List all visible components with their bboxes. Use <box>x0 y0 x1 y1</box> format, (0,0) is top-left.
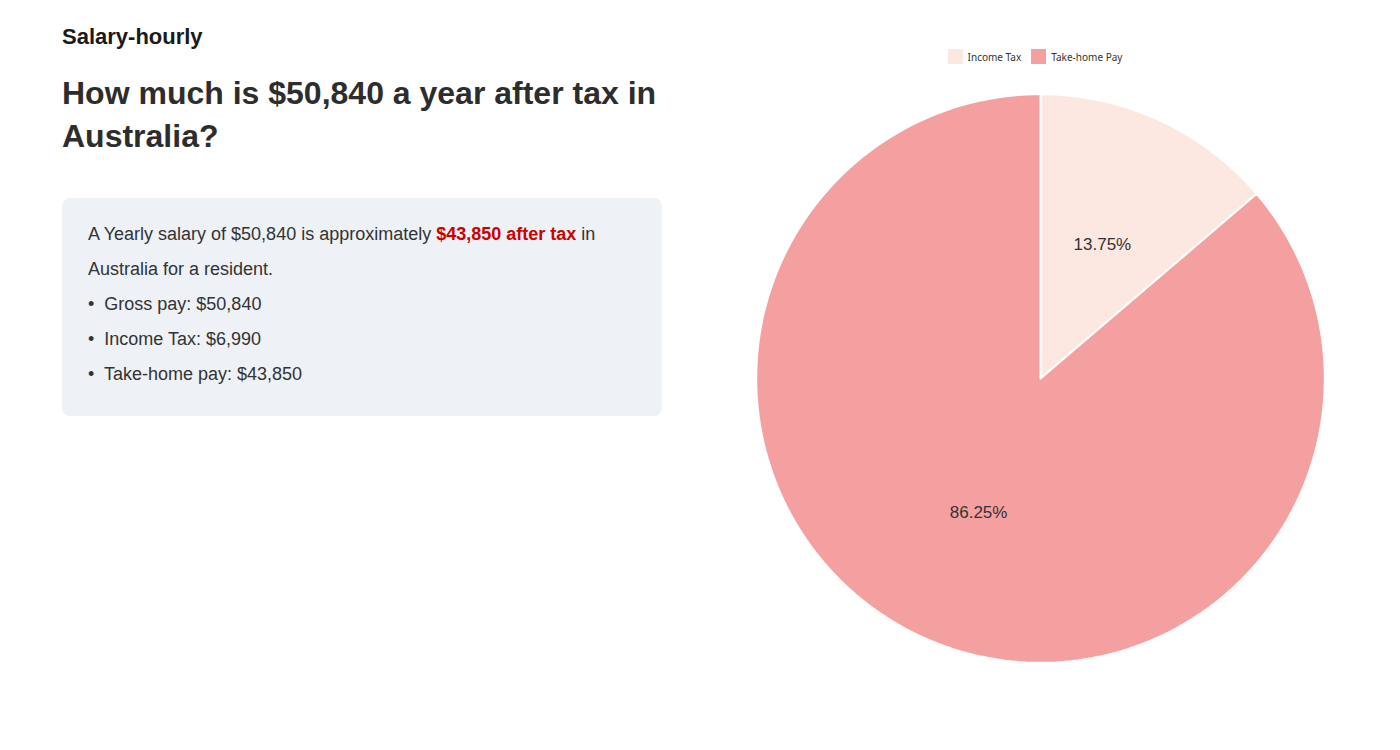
html-text:• Gross pay: $50,840: • Gross pay: $50,840 <box>88 294 262 314</box>
html-text:Australia for a resident.: Australia for a resident. <box>88 259 274 280</box>
svg-text:86.25%: 86.25% <box>950 503 1008 522</box>
html-text:Salary-hourly: Salary-hourly <box>62 24 203 49</box>
html-text:• Income Tax: $6,990: • Income Tax: $6,990 <box>88 328 262 349</box>
svg-text:13.75%: 13.75% <box>1074 235 1132 254</box>
html-text:How much is $50,840 a year aft: How much is $50,840 a year after tax in … <box>62 75 657 155</box>
html-text:Take-home Pay: Take-home Pay <box>1051 49 1123 64</box>
html-text:A Yearly salary of $50,840 is: A Yearly salary of $50,840 is approximat… <box>88 224 596 245</box>
html-text:Income Tax: Income Tax <box>967 49 1022 64</box>
html-text:• Take-home pay: $43,850: • Take-home pay: $43,850 <box>88 363 303 384</box>
